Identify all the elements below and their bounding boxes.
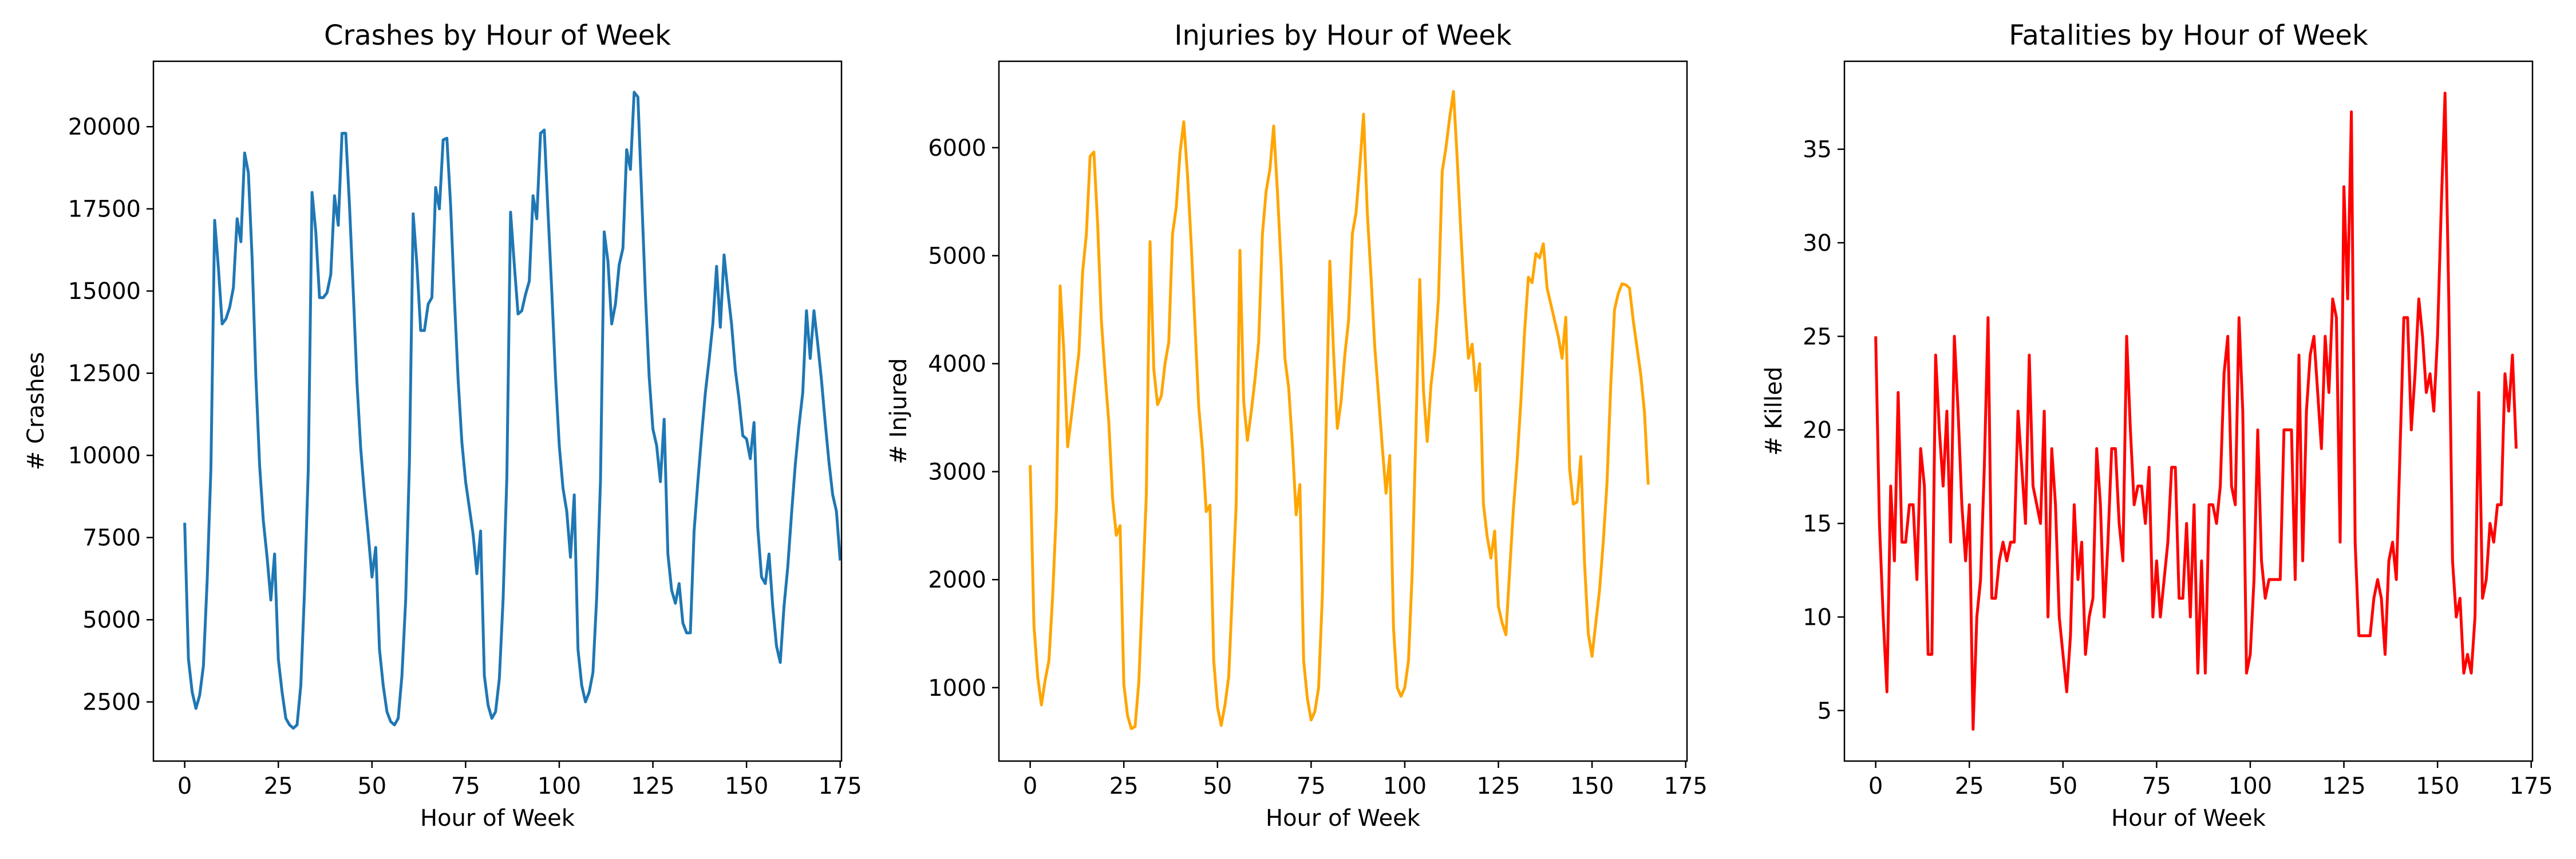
crashes-xtick-label: 50 <box>357 773 386 799</box>
fatalities-xtick-label: 50 <box>2048 773 2077 799</box>
fatalities-series-line <box>1874 92 2518 731</box>
fatalities-xtick-label: 100 <box>2229 773 2272 799</box>
injuries-ytick-label: 3000 <box>928 459 986 486</box>
crashes-xtick-label: 25 <box>264 773 293 799</box>
crashes-ytick-label: 2500 <box>82 689 141 716</box>
crashes-ytick-label: 5000 <box>82 607 141 633</box>
fatalities-title: Fatalities by Hour of Week <box>2009 19 2368 52</box>
fatalities-ytick-label: 10 <box>1803 604 1832 631</box>
fatalities-xtick-label: 0 <box>1868 773 1883 799</box>
injuries-xtick-label: 125 <box>1476 773 1520 799</box>
fatalities-xtick-label: 75 <box>2142 773 2171 799</box>
crashes-xtick-label: 100 <box>538 773 581 799</box>
injuries-xtick-label: 150 <box>1570 773 1614 799</box>
injuries-xtick-label: 175 <box>1664 773 1708 799</box>
crashes-ytick-label: 20000 <box>68 114 141 140</box>
injuries-ylabel: # Injured <box>886 358 912 464</box>
crashes-series-line <box>183 90 842 730</box>
fatalities-ytick-label: 20 <box>1803 417 1832 444</box>
injuries-xtick-label: 25 <box>1109 773 1139 799</box>
fatalities-panel: Fatalities by Hour of Week Hour of Week … <box>1761 19 2553 832</box>
crashes-ytick-label: 7500 <box>82 525 141 551</box>
injuries-series-line <box>1029 90 1650 730</box>
fatalities-ytick-label: 25 <box>1803 324 1832 350</box>
injuries-ytick-label: 1000 <box>928 675 986 702</box>
fatalities-ytick-label: 35 <box>1803 137 1832 163</box>
crashes-panel: Crashes by Hour of Week Hour of Week # C… <box>23 19 862 832</box>
fatalities-xtick-label: 175 <box>2510 773 2553 799</box>
crashes-ytick-label: 17500 <box>68 196 141 223</box>
injuries-panel: Injuries by Hour of Week Hour of Week # … <box>886 19 1708 832</box>
crashes-ytick-label: 12500 <box>68 361 141 387</box>
injuries-axes-frame <box>998 60 1688 762</box>
crashes-xtick-label: 125 <box>631 773 674 799</box>
crashes-title: Crashes by Hour of Week <box>324 19 671 52</box>
fatalities-axes-frame <box>1843 60 2534 762</box>
fatalities-ytick-label: 30 <box>1803 230 1832 257</box>
injuries-title: Injuries by Hour of Week <box>1174 19 1511 52</box>
injuries-ytick-label: 6000 <box>928 135 986 161</box>
fatalities-xlabel: Hour of Week <box>2111 805 2266 832</box>
crashes-xtick-label: 150 <box>725 773 768 799</box>
injuries-xtick-label: 0 <box>1023 773 1037 799</box>
fatalities-xtick-label: 25 <box>1955 773 1984 799</box>
injuries-xtick-label: 75 <box>1297 773 1326 799</box>
fatalities-ylabel: # Killed <box>1761 367 1787 456</box>
fatalities-xtick-label: 125 <box>2322 773 2365 799</box>
injuries-ytick-label: 5000 <box>928 243 986 269</box>
crashes-xlabel: Hour of Week <box>420 805 575 832</box>
injuries-xlabel: Hour of Week <box>1266 805 1421 832</box>
crashes-xtick-label: 75 <box>451 773 480 799</box>
injuries-ytick-label: 4000 <box>928 351 986 377</box>
crashes-ylabel: # Crashes <box>23 352 49 471</box>
injuries-ytick-label: 2000 <box>928 567 986 593</box>
crashes-ytick-label: 15000 <box>68 278 141 305</box>
crashes-ytick-label: 10000 <box>68 443 141 469</box>
crashes-axes-frame <box>152 60 843 762</box>
injuries-xtick-label: 100 <box>1383 773 1427 799</box>
crashes-xtick-label: 175 <box>819 773 862 799</box>
crashes-xtick-label: 0 <box>177 773 192 799</box>
fatalities-xtick-label: 150 <box>2416 773 2459 799</box>
fatalities-ytick-label: 5 <box>1818 698 1832 724</box>
fatalities-ytick-label: 15 <box>1803 511 1832 537</box>
injuries-xtick-label: 50 <box>1203 773 1232 799</box>
